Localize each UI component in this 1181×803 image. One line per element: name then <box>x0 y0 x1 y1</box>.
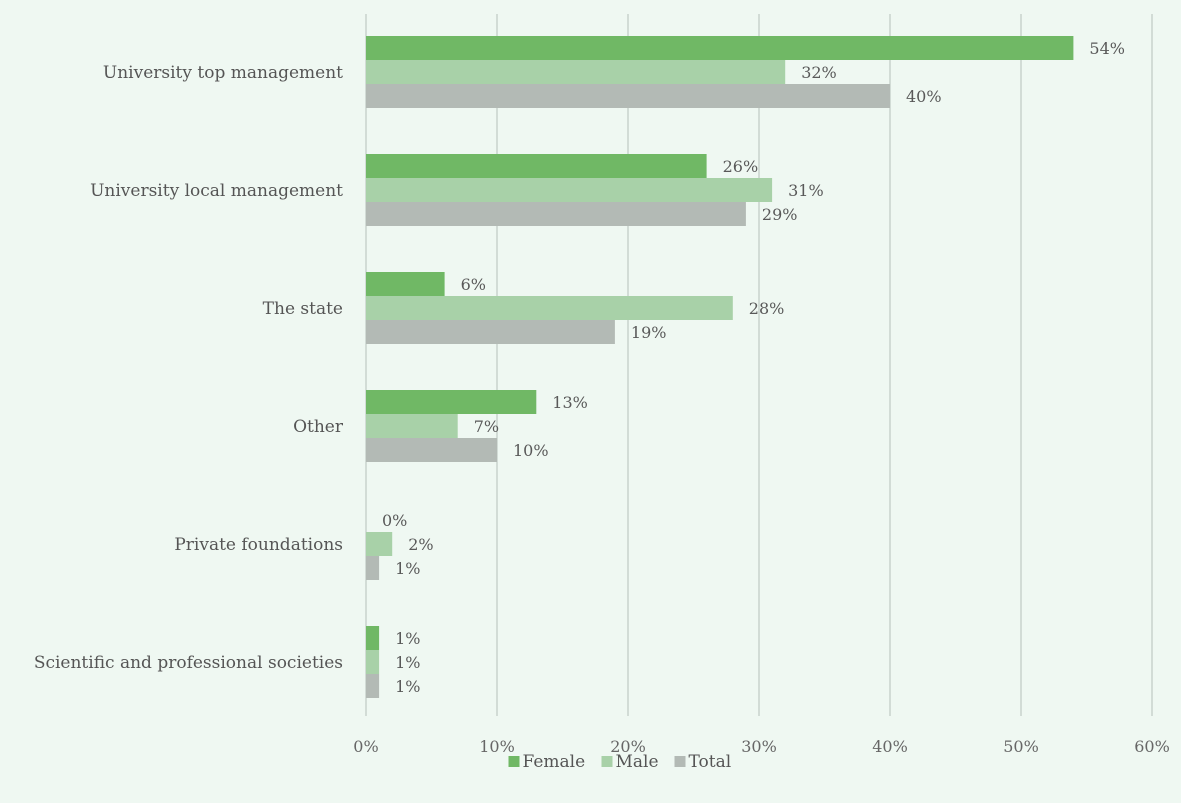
bar-female <box>366 626 380 650</box>
category-label: University local management <box>90 181 343 201</box>
x-tick-label: 50% <box>1003 737 1039 756</box>
bar-total <box>366 84 890 108</box>
data-label: 40% <box>906 87 942 106</box>
bar-total <box>366 556 380 580</box>
legend-label: Female <box>523 752 586 772</box>
legend-swatch <box>601 756 613 767</box>
x-tick-label: 20% <box>610 737 646 756</box>
bar-male <box>366 60 786 84</box>
bar-total <box>366 320 615 344</box>
x-tick-label: 30% <box>741 737 777 756</box>
x-tick-label: 40% <box>872 737 908 756</box>
category-label: University top management <box>103 63 343 83</box>
bar-female <box>366 272 445 296</box>
data-label: 6% <box>461 275 486 294</box>
bar-female <box>366 390 537 414</box>
legend-label: Male <box>616 752 659 772</box>
data-label: 28% <box>749 299 785 318</box>
data-label: 32% <box>801 63 837 82</box>
legend-swatch <box>674 756 686 767</box>
data-label: 7% <box>474 417 499 436</box>
data-label: 1% <box>395 677 420 696</box>
bar-male <box>366 532 393 556</box>
x-tick-label: 0% <box>353 737 378 756</box>
bar-male <box>366 650 380 674</box>
data-label: 29% <box>762 205 798 224</box>
bar-male <box>366 178 773 202</box>
category-label: Scientific and professional societies <box>34 653 343 673</box>
data-label: 1% <box>395 559 420 578</box>
bar-total <box>366 674 380 698</box>
data-label: 19% <box>631 323 667 342</box>
legend-label: Total <box>689 752 732 772</box>
bar-male <box>366 414 458 438</box>
data-label: 1% <box>395 629 420 648</box>
category-label: Private foundations <box>174 535 343 555</box>
category-label: Other <box>293 417 344 437</box>
category-label: The state <box>263 299 343 319</box>
x-tick-label: 10% <box>479 737 515 756</box>
data-label: 1% <box>395 653 420 672</box>
bar-total <box>366 438 497 462</box>
bar-female <box>366 154 707 178</box>
data-label: 26% <box>723 157 759 176</box>
bar-male <box>366 296 733 320</box>
bar-total <box>366 202 746 226</box>
legend-swatch <box>508 756 520 767</box>
bar-female <box>366 36 1074 60</box>
data-label: 31% <box>788 181 824 200</box>
data-label: 54% <box>1089 39 1125 58</box>
data-label: 0% <box>382 511 407 530</box>
data-label: 13% <box>552 393 588 412</box>
data-label: 10% <box>513 441 549 460</box>
data-label: 2% <box>408 535 433 554</box>
x-tick-label: 60% <box>1134 737 1170 756</box>
